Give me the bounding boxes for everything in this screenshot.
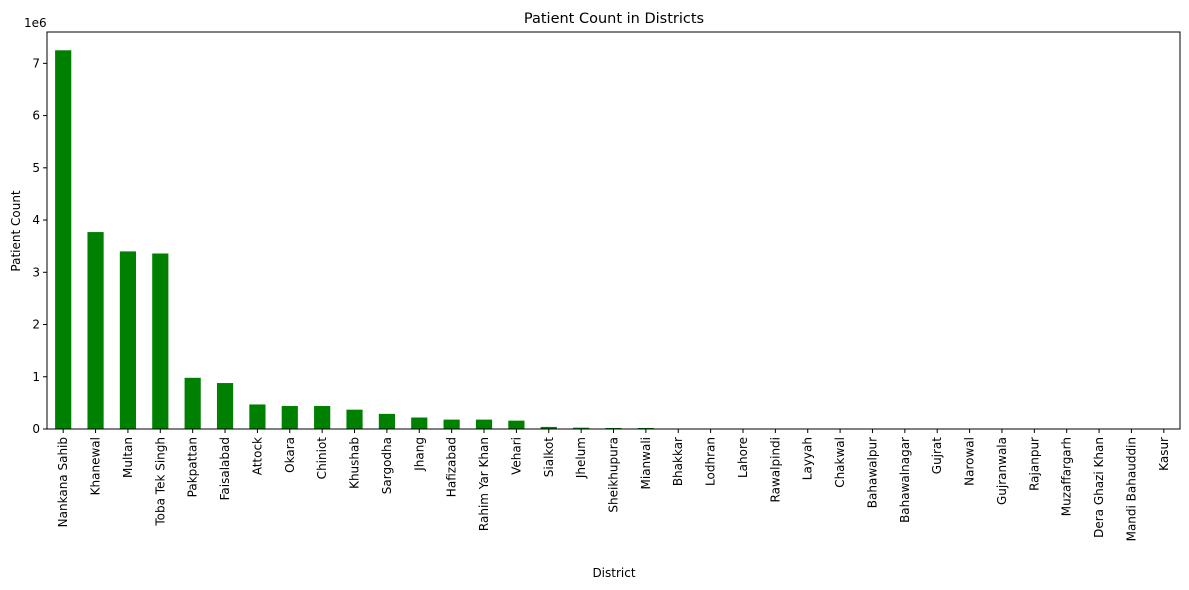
bar-chiniot	[314, 406, 331, 429]
bar-sargodha	[378, 413, 395, 429]
bar-faisalabad	[216, 383, 234, 429]
x-tick-label: Lodhran	[704, 437, 718, 486]
bar-nankana-sahib	[55, 50, 72, 429]
x-tick-label: Jhelum	[574, 437, 588, 479]
y-tick-label: 0	[32, 422, 40, 436]
bar-okara	[281, 406, 298, 429]
x-tick-label: Khanewal	[89, 437, 103, 495]
x-tick-label: Bahawalnagar	[898, 437, 912, 523]
x-tick-label: Gujranwala	[995, 437, 1009, 505]
x-tick-label: Chakwal	[833, 437, 847, 488]
x-tick-label: Lahore	[736, 437, 750, 478]
bar-vehari	[508, 420, 525, 429]
y-tick-label: 2	[32, 318, 40, 332]
plot-frame	[46, 31, 1181, 430]
x-tick-label: Muzaffargarh	[1060, 437, 1074, 516]
y-scale-note: 1e6	[24, 16, 47, 30]
y-tick-label: 6	[32, 109, 40, 123]
x-tick-label: Layyah	[801, 437, 815, 480]
x-tick-label: Toba Tek Singh	[153, 437, 167, 527]
chart-title: Patient Count in Districts	[524, 11, 704, 27]
x-tick-label: Multan	[121, 437, 135, 478]
y-tick-label: 5	[32, 161, 40, 175]
x-tick-label: Kasur	[1157, 437, 1171, 471]
x-tick-label: Sialkot	[542, 437, 556, 478]
x-tick-label: Sheikhupura	[607, 437, 621, 513]
x-tick-label: Mianwali	[639, 437, 653, 489]
y-tick-label: 3	[32, 265, 40, 279]
x-tick-label: Chiniot	[315, 437, 329, 480]
x-tick-label: Hafizabad	[445, 437, 459, 497]
bar-pakpattan	[184, 377, 201, 429]
x-tick-label: Rajanpur	[1027, 437, 1041, 491]
bar-jhelum	[573, 427, 590, 429]
bar-multan	[119, 251, 137, 429]
x-tick-label: Attock	[250, 437, 264, 475]
y-ticks: 0 1 2 3 4 5 6 7	[32, 56, 47, 436]
x-tick-label: Rawalpindi	[768, 437, 782, 502]
bar-rahim-yar-khan	[475, 419, 493, 429]
x-tick-label: Nankana Sahib	[56, 437, 70, 527]
x-tick-label: Jhang	[412, 437, 426, 472]
bar-jhang	[411, 417, 428, 429]
y-tick-label: 1	[32, 370, 40, 384]
x-tick-label: Khushab	[348, 437, 362, 489]
x-tick-label: Sargodha	[380, 437, 394, 494]
y-tick-label: 7	[32, 56, 40, 70]
x-tick-label: Okara	[283, 437, 297, 473]
x-tick-label: Gujrat	[930, 437, 944, 475]
x-tick-label: Dera Ghazi Khan	[1092, 437, 1106, 538]
x-ticks: Nankana Sahib Khanewal Multan Toba Tek Sing…	[56, 429, 1171, 541]
x-tick-label: Mandi Bahauddin	[1124, 437, 1138, 541]
bar-sheikhupura	[605, 427, 622, 429]
bars-group	[55, 50, 1172, 429]
bar-mianwali	[637, 427, 654, 429]
x-tick-label: Rahim Yar Khan	[477, 437, 491, 531]
x-axis-label: District	[592, 566, 635, 580]
x-tick-label: Faisalabad	[218, 437, 232, 500]
y-tick-label: 4	[32, 213, 40, 227]
y-axis-label: Patient Count	[9, 190, 23, 272]
bar-khanewal	[87, 232, 104, 429]
x-tick-label: Narowal	[963, 437, 977, 486]
x-tick-label: Vehari	[509, 437, 523, 475]
bar-toba-tek-singh	[152, 253, 169, 429]
bar-attock	[249, 404, 266, 429]
x-tick-label: Bahawalpur	[865, 437, 879, 508]
x-tick-label: Pakpattan	[186, 437, 200, 497]
bar-hafizabad	[443, 419, 460, 429]
bar-khushab	[346, 409, 363, 429]
bar-sialkot	[540, 426, 557, 429]
x-tick-label: Bhakkar	[671, 437, 685, 486]
